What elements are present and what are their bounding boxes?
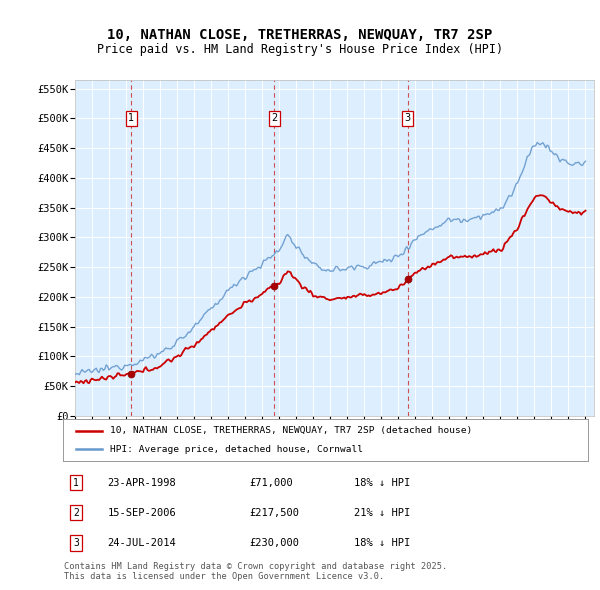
Text: Price paid vs. HM Land Registry's House Price Index (HPI): Price paid vs. HM Land Registry's House … (97, 43, 503, 56)
Text: 15-SEP-2006: 15-SEP-2006 (107, 508, 176, 518)
Text: 18% ↓ HPI: 18% ↓ HPI (355, 477, 410, 487)
Text: 3: 3 (405, 113, 411, 123)
Text: 1: 1 (73, 477, 79, 487)
Text: 10, NATHAN CLOSE, TRETHERRAS, NEWQUAY, TR7 2SP: 10, NATHAN CLOSE, TRETHERRAS, NEWQUAY, T… (107, 28, 493, 42)
Text: Contains HM Land Registry data © Crown copyright and database right 2025.
This d: Contains HM Land Registry data © Crown c… (64, 562, 448, 581)
Text: £71,000: £71,000 (250, 477, 293, 487)
Text: £217,500: £217,500 (250, 508, 299, 518)
Text: £230,000: £230,000 (250, 538, 299, 548)
Text: 10, NATHAN CLOSE, TRETHERRAS, NEWQUAY, TR7 2SP (detached house): 10, NATHAN CLOSE, TRETHERRAS, NEWQUAY, T… (110, 427, 473, 435)
Text: 2: 2 (271, 113, 277, 123)
Text: HPI: Average price, detached house, Cornwall: HPI: Average price, detached house, Corn… (110, 445, 363, 454)
Text: 24-JUL-2014: 24-JUL-2014 (107, 538, 176, 548)
Text: 2: 2 (73, 508, 79, 518)
Text: 23-APR-1998: 23-APR-1998 (107, 477, 176, 487)
Text: 1: 1 (128, 113, 134, 123)
Text: 18% ↓ HPI: 18% ↓ HPI (355, 538, 410, 548)
Text: 3: 3 (73, 538, 79, 548)
Text: 21% ↓ HPI: 21% ↓ HPI (355, 508, 410, 518)
